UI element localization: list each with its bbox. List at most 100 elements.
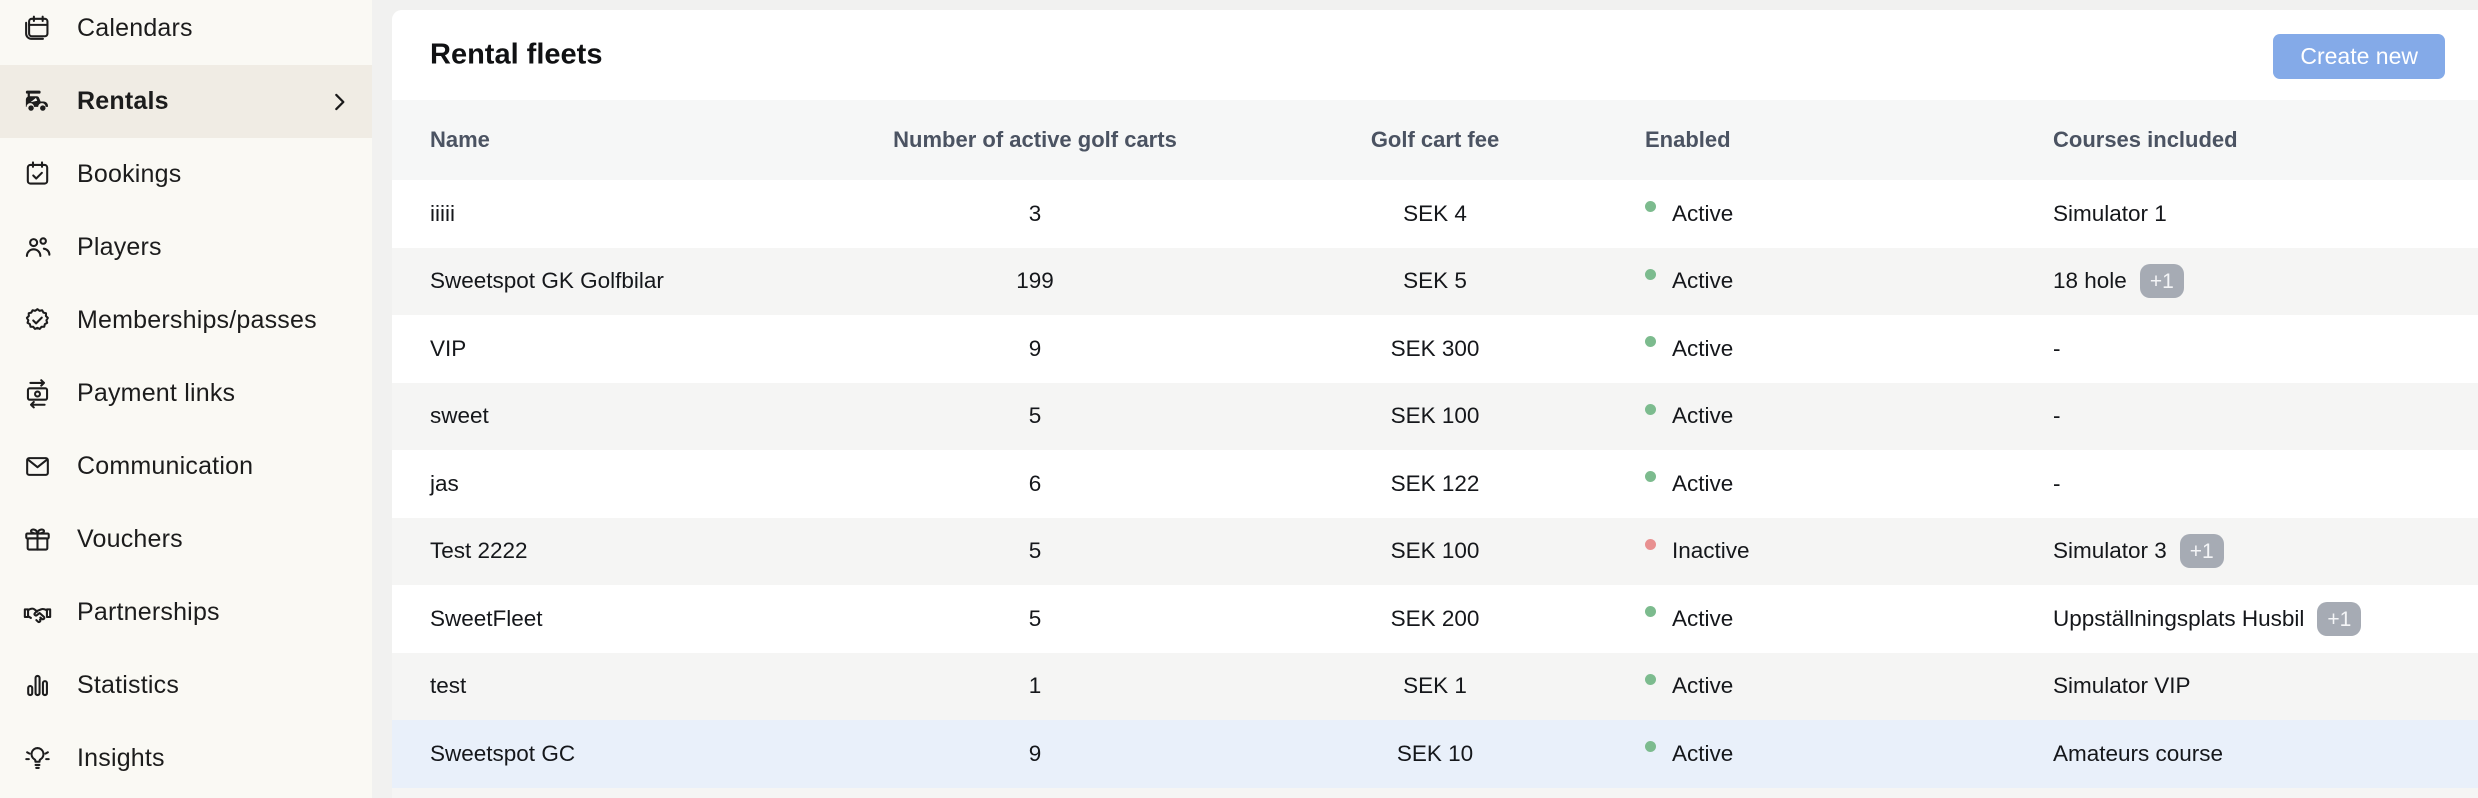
status-label: Inactive (1672, 538, 1750, 564)
status-dot (1645, 606, 1656, 618)
sidebar-item-label: Players (77, 233, 162, 261)
players-icon (22, 232, 53, 263)
sidebar-item-statistics[interactable]: Statistics (0, 649, 372, 722)
status-label: Active (1672, 200, 1734, 226)
course-label: Amateurs course (2053, 740, 2224, 766)
enabled-cell: Active (1645, 585, 1733, 653)
courses-cell: Simulator 3 +1 (2053, 518, 2224, 586)
sidebar: Calendars Rentals Bookings Players Membe… (0, 0, 372, 798)
courses-cell: Simulator 1 (2053, 180, 2167, 248)
golf-cart-fee-cell: SEK 200 (1390, 605, 1480, 631)
fleet-name-cell: test (430, 673, 467, 699)
sidebar-item-label: Partnerships (77, 598, 220, 626)
status-label: Active (1672, 673, 1734, 699)
table-row[interactable]: Sweetspot GC 9 SEK 10 Active Amateurs co… (392, 720, 2478, 788)
calendar-icon (22, 13, 53, 44)
active-carts-cell: 5 (1028, 605, 1042, 631)
status-label: Active (1672, 268, 1734, 294)
golf-cart-fee-cell: SEK 10 (1396, 740, 1474, 766)
courses-cell: - (2053, 383, 2061, 451)
sidebar-item-payment-links[interactable]: Payment links (0, 357, 372, 430)
handshake-icon (22, 597, 53, 628)
more-courses-badge: +1 (2179, 534, 2224, 569)
courses-cell: - (2053, 450, 2061, 518)
course-label: 18 hole (2053, 268, 2127, 294)
sidebar-item-communication[interactable]: Communication (0, 430, 372, 503)
status-label: Active (1672, 470, 1734, 496)
sidebar-item-calendars[interactable]: Calendars (0, 0, 372, 65)
active-carts-cell: 6 (1028, 470, 1042, 496)
sidebar-item-vouchers[interactable]: Vouchers (0, 503, 372, 576)
golf-cart-fee-cell: SEK 5 (1403, 268, 1467, 294)
status-dot (1645, 201, 1656, 213)
sidebar-item-label: Insights (77, 744, 165, 772)
sidebar-item-label: Rentals (77, 87, 169, 115)
table-row[interactable]: Test 2222 5 SEK 100 Inactive Simulator 3… (392, 517, 2478, 586)
status-dot (1645, 403, 1656, 415)
sidebar-item-rentals[interactable]: Rentals (0, 65, 372, 138)
sidebar-item-insights[interactable]: Insights (0, 722, 372, 795)
sidebar-item-players[interactable]: Players (0, 211, 372, 284)
course-label: - (2053, 403, 2061, 429)
active-carts-cell: 9 (1028, 740, 1042, 766)
table-row[interactable]: test 1 SEK 1 Active Simulator VIP (392, 652, 2478, 721)
courses-cell: Uppställningsplats Husbil +1 (2053, 585, 2362, 653)
page-header: Rental fleets Create new (392, 10, 2478, 100)
active-carts-cell: 1 (1028, 673, 1042, 699)
payment-icon (22, 378, 53, 409)
more-courses-badge: +1 (2139, 264, 2184, 299)
golf-cart-fee-cell: SEK 100 (1390, 403, 1480, 429)
page-title: Rental fleets (430, 38, 603, 71)
column-header-name: Name (430, 127, 490, 152)
table-row[interactable]: Sweetspot GK Golfbilar 199 SEK 5 Active … (392, 247, 2478, 316)
sidebar-item-bookings[interactable]: Bookings (0, 138, 372, 211)
sidebar-item-label: Bookings (77, 160, 182, 188)
status-dot (1645, 268, 1656, 280)
sidebar-item-memberships-passes[interactable]: Memberships/passes (0, 284, 372, 357)
enabled-cell: Active (1645, 653, 1733, 721)
lightbulb-icon (22, 743, 53, 774)
status-label: Active (1672, 335, 1734, 361)
status-dot (1645, 471, 1656, 483)
enabled-cell: Active (1645, 248, 1733, 316)
calendar-check-icon (22, 159, 53, 190)
table-body: iiiii 3 SEK 4 Active Simulator 1 Sweetsp… (392, 180, 2478, 798)
courses-cell: 18 hole +1 (2053, 248, 2184, 316)
course-label: Simulator 1 (2053, 200, 2167, 226)
enabled-cell: Inactive (1645, 518, 1750, 586)
sidebar-item-partnerships[interactable]: Partnerships (0, 576, 372, 649)
create-new-button[interactable]: Create new (2273, 34, 2445, 79)
enabled-cell: Active (1645, 720, 1733, 788)
fleet-name-cell: sweet (430, 403, 489, 429)
golf-cart-fee-cell: SEK 4 (1403, 200, 1467, 226)
courses-cell: - (2053, 315, 2061, 383)
table-row[interactable]: jas 6 SEK 122 Active - (392, 450, 2478, 518)
active-carts-cell: 199 (1016, 268, 1054, 294)
enabled-cell: Active (1645, 315, 1733, 383)
sidebar-nav: Calendars Rentals Bookings Players Membe… (0, 0, 372, 795)
envelope-icon (22, 451, 53, 482)
column-header-golf-cart-fee: Golf cart fee (1370, 127, 1500, 152)
status-dot (1645, 741, 1656, 753)
table-row[interactable]: VIP 9 SEK 300 Active - (392, 315, 2478, 383)
active-carts-cell: 9 (1028, 335, 1042, 361)
sidebar-item-label: Statistics (77, 671, 180, 699)
courses-cell: Simulator VIP (2053, 653, 2191, 721)
main-content-card: Rental fleets Create new Name Number of … (392, 10, 2478, 798)
active-carts-cell: 3 (1028, 200, 1042, 226)
status-dot (1645, 336, 1656, 348)
golf-cart-icon (22, 86, 53, 117)
table-row[interactable]: sweet 5 SEK 100 Active - (392, 382, 2478, 451)
fleet-name-cell: Sweetspot GC (430, 740, 576, 766)
sidebar-item-label: Vouchers (77, 525, 183, 553)
fleet-name-cell: VIP (430, 335, 467, 361)
column-header-active-golf-carts: Number of active golf carts (893, 127, 1177, 152)
badge-check-icon (22, 305, 53, 336)
status-dot (1645, 538, 1656, 550)
golf-cart-fee-cell: SEK 100 (1390, 538, 1480, 564)
status-dot (1645, 673, 1656, 685)
sidebar-item-label: Payment links (77, 379, 236, 407)
table-row[interactable]: iiiii 3 SEK 4 Active Simulator 1 (392, 180, 2478, 248)
course-label: Simulator VIP (2053, 673, 2191, 699)
table-row[interactable]: SweetFleet 5 SEK 200 Active Uppställning… (392, 585, 2478, 653)
